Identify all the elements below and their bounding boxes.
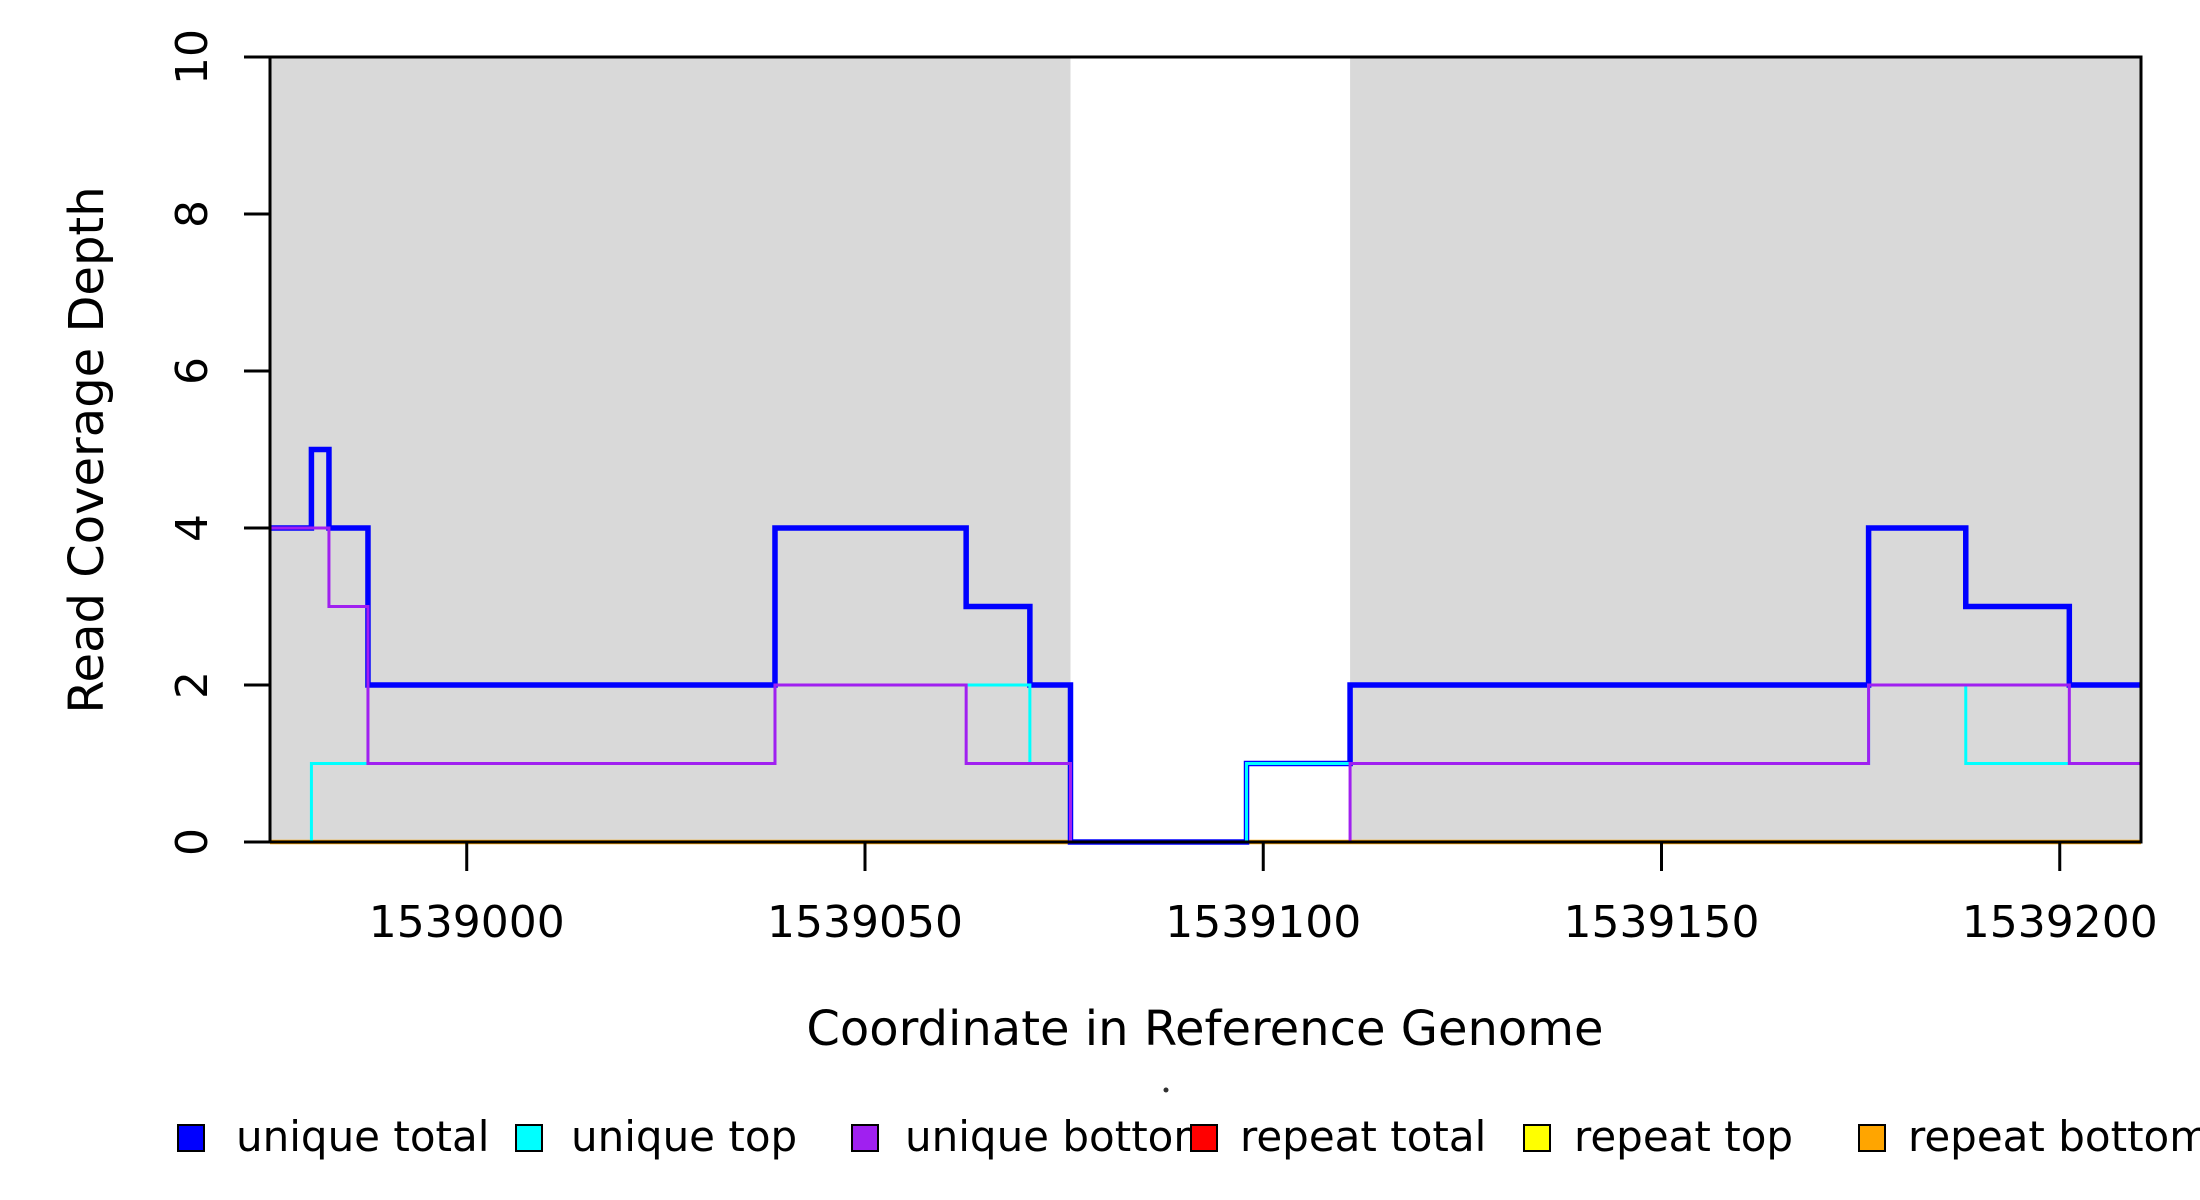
- x-axis-tick-label: 1539100: [1165, 897, 1361, 948]
- legend-item: repeat bottom: [1858, 1112, 2200, 1161]
- legend-item-label: repeat total: [1240, 1112, 1486, 1161]
- y-axis-tick-label: 2: [167, 671, 218, 699]
- legend-item: repeat top: [1523, 1112, 1793, 1161]
- legend-swatch: [1523, 1124, 1551, 1152]
- legend-item-label: unique bottom: [905, 1112, 1214, 1161]
- x-axis-tick-label: 1539150: [1564, 897, 1760, 948]
- legend-item-label: unique total: [236, 1112, 489, 1161]
- plot-background-layer: [270, 57, 2141, 842]
- axes-layer: 1539000 1539050 1539100 1539150 1539200 0 2 4 6 8…: [167, 29, 2158, 948]
- shaded-region: [270, 57, 1071, 842]
- y-axis-tick-label: 6: [167, 357, 218, 385]
- x-axis-tick-label: 1539000: [369, 897, 565, 948]
- legend-swatch: [851, 1124, 879, 1152]
- legend-item: unique bottom: [851, 1112, 1214, 1161]
- y-axis-tick-label: 8: [167, 200, 218, 228]
- y-axis-title: Read Coverage Depth: [59, 186, 115, 713]
- y-axis-tick-label: 4: [167, 514, 218, 542]
- plot-box: [268, 55, 2143, 844]
- legend-swatch: [177, 1124, 205, 1152]
- legend-item: unique total: [177, 1112, 489, 1161]
- legend-item: repeat total: [1190, 1112, 1486, 1161]
- y-axis-tick-label: 0: [167, 828, 218, 856]
- x-axis-tick-label: 1539200: [1962, 897, 2158, 948]
- legend-item-label: repeat top: [1574, 1112, 1793, 1161]
- series-line-unique-total: [270, 446, 2141, 845]
- stray-dot-artifact: [1163, 1087, 1169, 1093]
- legend-swatch: [1190, 1124, 1218, 1152]
- legend-swatch: [515, 1124, 543, 1152]
- legend-item-label: repeat bottom: [1908, 1112, 2200, 1161]
- legend-item: unique top: [515, 1112, 797, 1161]
- series-line-unique-bottom: [270, 526, 2141, 844]
- legend-swatch: [1858, 1124, 1886, 1152]
- x-axis-title: Coordinate in Reference Genome: [806, 1001, 1603, 1057]
- legend: unique total unique top unique bottom repea…: [177, 1087, 2200, 1161]
- x-axis-tick-label: 1539050: [767, 897, 963, 948]
- legend-item-label: unique top: [571, 1112, 797, 1161]
- y-axis-tick-label: 10: [167, 29, 218, 85]
- shaded-region: [1350, 57, 2141, 842]
